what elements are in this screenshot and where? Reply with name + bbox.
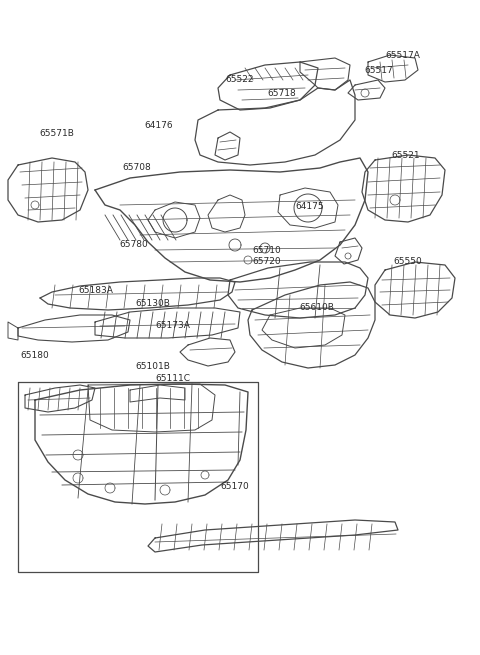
Text: 65710: 65710 [252, 246, 281, 255]
Text: 65517A: 65517A [386, 50, 420, 60]
Text: 65130B: 65130B [135, 299, 170, 308]
Text: 65173A: 65173A [156, 321, 190, 330]
Text: 65517: 65517 [365, 66, 394, 75]
Text: 65101B: 65101B [135, 362, 170, 371]
Text: 65610B: 65610B [300, 303, 334, 312]
Text: 65170: 65170 [221, 481, 250, 491]
Text: 65718: 65718 [268, 88, 297, 98]
Text: 65780: 65780 [119, 240, 148, 250]
Text: 65550: 65550 [394, 257, 422, 267]
Text: 64175: 64175 [295, 202, 324, 211]
Text: 65571B: 65571B [39, 129, 74, 138]
Text: 65720: 65720 [252, 257, 281, 266]
Text: 64176: 64176 [144, 121, 173, 130]
Text: 65522: 65522 [226, 75, 254, 84]
Text: 65183A: 65183A [79, 286, 113, 295]
Text: 65111C: 65111C [156, 374, 190, 383]
Text: 65521: 65521 [391, 151, 420, 160]
Text: 65708: 65708 [122, 162, 151, 172]
Text: 65180: 65180 [20, 350, 49, 360]
